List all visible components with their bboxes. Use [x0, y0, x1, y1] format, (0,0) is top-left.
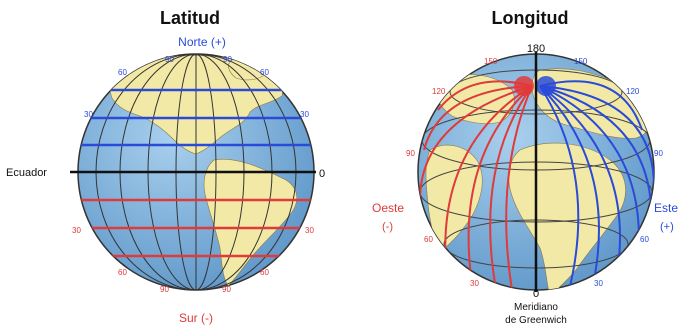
lat-tick-n60-right: 60 [260, 68, 269, 77]
meridian-label-1: Meridiano [514, 302, 558, 313]
north-parallels [78, 88, 314, 147]
lon-tick-w150: 150 [484, 57, 498, 66]
lat-tick-s60-left: 60 [118, 268, 127, 277]
north-label: Norte (+) [178, 35, 226, 49]
lon-tick-e90: 90 [654, 149, 663, 158]
lat-tick-s30-left: 30 [72, 226, 81, 235]
latitude-globe: Norte (+) Sur (-) Ecuador 0 90 90 60 60 … [6, 35, 325, 325]
lat-tick-n30-right: 30 [300, 110, 309, 119]
lat-tick-n90-left: 90 [165, 55, 174, 64]
lat-tick-s90-left: 90 [160, 285, 169, 294]
lon-tick-w90: 90 [406, 149, 415, 158]
lat-tick-n60-left: 60 [118, 68, 127, 77]
lat-tick-n30-left: 30 [84, 110, 93, 119]
lat-tick-s60-right: 60 [260, 268, 269, 277]
lon-tick-w60: 60 [424, 235, 433, 244]
lon-tick-e60: 60 [640, 235, 649, 244]
lat-tick-n90-right: 90 [223, 55, 232, 64]
latitude-title: Latitud [160, 8, 220, 28]
lon-tick-w120: 120 [432, 87, 446, 96]
longitude-title: Longitud [491, 8, 569, 28]
south-america-land [203, 158, 298, 287]
south-parallels [78, 198, 314, 258]
lat-tick-s30-right: 30 [305, 226, 314, 235]
east-label: Este [654, 201, 678, 215]
lon-tick-e120: 120 [626, 87, 640, 96]
lon-0-label: 0 [533, 288, 539, 300]
west-label: Oeste [372, 201, 404, 215]
pole-east-marker [536, 76, 556, 96]
africa-land [508, 142, 626, 290]
lon-tick-e30: 30 [594, 279, 603, 288]
pole-west-marker [514, 76, 534, 96]
lat-tick-s90-right: 90 [222, 285, 231, 294]
west-sign: (-) [382, 221, 393, 233]
south-america-land-right [425, 144, 483, 253]
lon-180-label: 180 [527, 43, 545, 55]
longitude-globe: 180 0 Meridiano de Greenwich Oeste (-) E… [372, 43, 678, 326]
lon-tick-w30: 30 [470, 279, 479, 288]
equator-label: Ecuador [6, 167, 47, 179]
lon-tick-e150: 150 [574, 57, 588, 66]
equator-value: 0 [319, 168, 325, 180]
east-sign: (+) [660, 221, 674, 233]
south-label: Sur (-) [179, 311, 213, 325]
meridian-label-2: de Greenwich [505, 315, 567, 326]
